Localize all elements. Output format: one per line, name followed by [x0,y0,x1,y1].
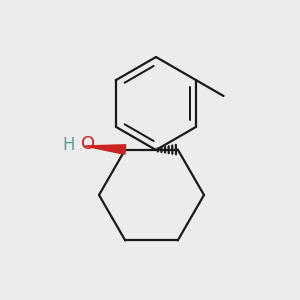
Polygon shape [85,145,126,154]
Text: O: O [81,135,96,153]
Text: H: H [62,136,75,154]
